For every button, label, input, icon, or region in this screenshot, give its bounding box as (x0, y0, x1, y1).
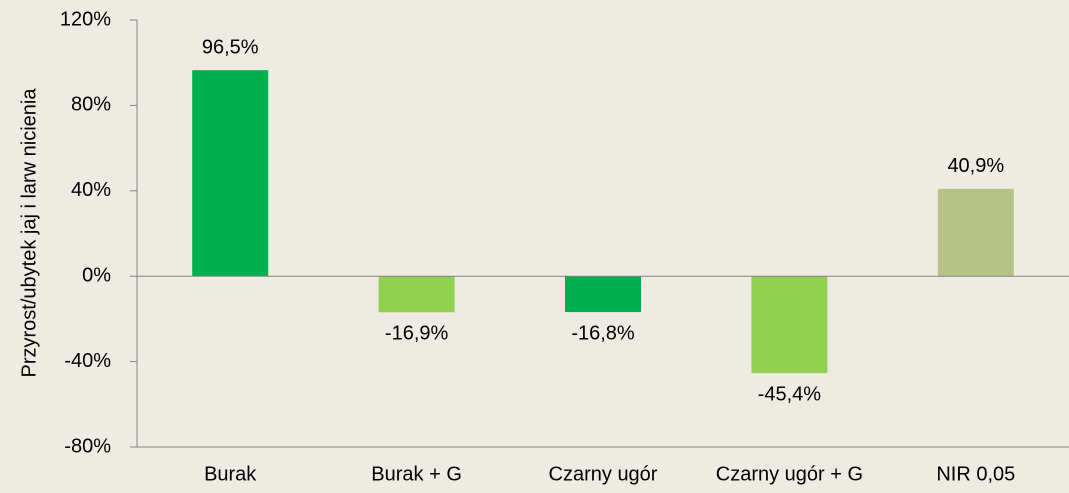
value-label: -45,4% (758, 383, 822, 405)
x-tick-label: NIR 0,05 (936, 463, 1015, 485)
x-tick-label: Czarny ugór + G (716, 463, 863, 485)
bar (192, 70, 269, 277)
bar (751, 276, 828, 374)
y-tick-label: -40% (64, 350, 111, 372)
y-tick-label: 80% (71, 94, 111, 116)
value-label: 96,5% (202, 36, 259, 58)
bar (937, 188, 1014, 277)
bar (378, 276, 455, 313)
y-tick-label: 0% (82, 264, 111, 286)
value-label: 40,9% (947, 155, 1004, 177)
x-tick-label: Burak + G (371, 463, 462, 485)
bar (565, 276, 641, 313)
y-tick-label: 40% (71, 179, 111, 201)
y-tick-label: -80% (64, 435, 111, 457)
x-tick-label: Burak (204, 463, 257, 485)
y-axis-title: Przyrost/ubytek jaj i larw nicienia (18, 88, 40, 378)
x-tick-label: Czarny ugór (549, 463, 658, 485)
value-label: -16,9% (385, 323, 449, 345)
y-tick-label: 120% (60, 8, 111, 30)
value-label: -16,8% (571, 322, 635, 344)
